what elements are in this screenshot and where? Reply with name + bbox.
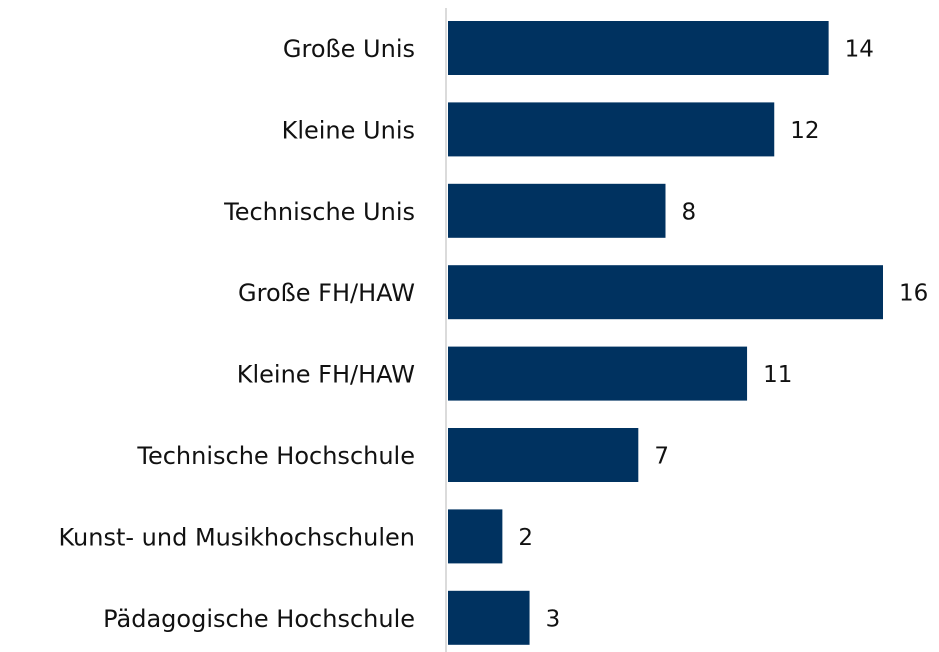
bar — [448, 428, 639, 482]
category-label: Kleine FH/HAW — [237, 361, 415, 389]
value-label: 3 — [546, 606, 561, 632]
category-label: Pädagogische Hochschule — [103, 605, 415, 633]
bar — [448, 102, 775, 157]
bar — [448, 183, 666, 238]
category-label: Große Unis — [283, 35, 415, 63]
bar — [448, 265, 883, 320]
value-label: 8 — [682, 199, 697, 225]
category-label: Kleine Unis — [282, 116, 415, 144]
category-label: Große FH/HAW — [238, 279, 415, 307]
category-label: Kunst- und Musikhochschulen — [58, 523, 415, 551]
value-label: 12 — [790, 118, 819, 144]
value-label: 2 — [518, 525, 533, 551]
category-label: Technische Unis — [223, 198, 415, 226]
value-label: 16 — [899, 281, 928, 307]
bar — [448, 21, 829, 75]
value-label: 14 — [845, 37, 874, 63]
value-label: 7 — [654, 444, 669, 470]
bar — [448, 509, 503, 564]
category-label: Technische Hochschule — [136, 442, 415, 470]
value-label: 11 — [763, 362, 792, 388]
bar — [448, 590, 530, 645]
bar — [448, 346, 748, 401]
